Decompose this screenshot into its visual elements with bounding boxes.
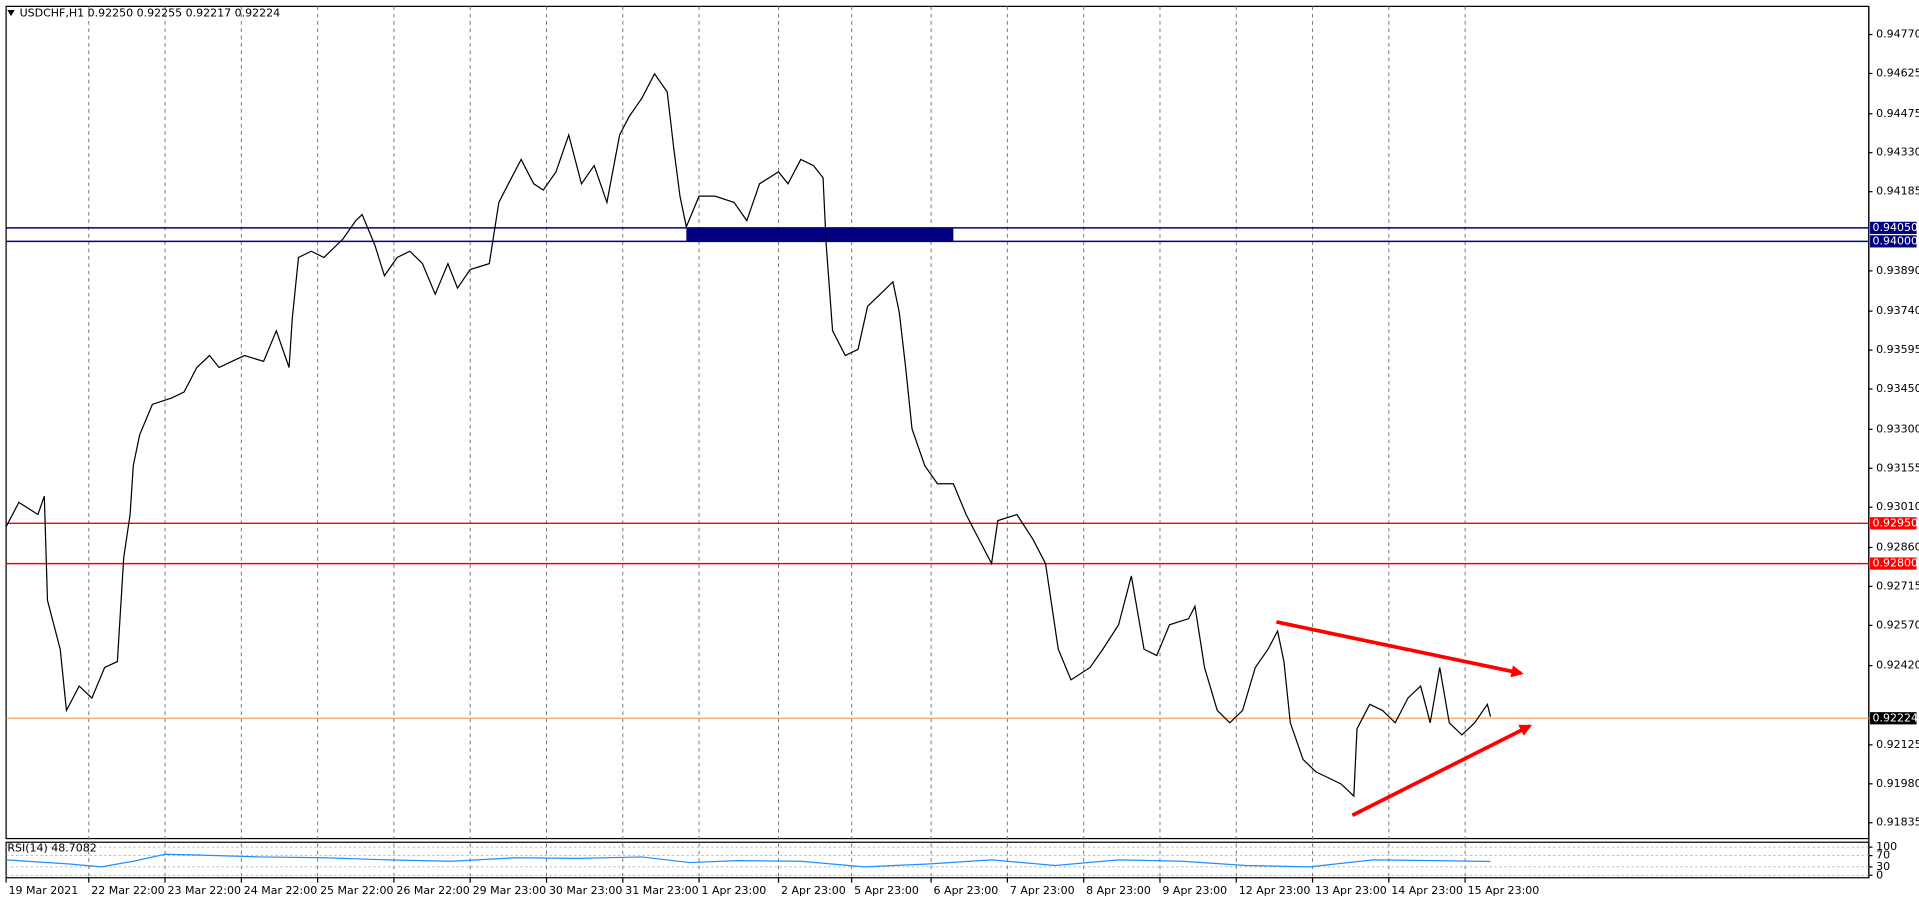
y-tick-label: 0.93450 (1876, 382, 1919, 395)
x-tick-label: 26 Mar 22:00 (396, 884, 469, 897)
x-tick-label: 31 Mar 23:00 (625, 884, 698, 897)
x-tick-label: 24 Mar 22:00 (244, 884, 317, 897)
y-tick-label: 0.94475 (1876, 107, 1919, 120)
y-tick-label: 0.93740 (1876, 304, 1919, 317)
x-tick-label: 6 Apr 23:00 (934, 884, 999, 897)
current-price-label: 0.92224 (1872, 711, 1918, 724)
y-tick-label: 0.91835 (1876, 816, 1919, 829)
level-label-bg (1870, 235, 1917, 248)
collapse-icon (7, 10, 15, 17)
x-tick-label: 1 Apr 23:00 (702, 884, 767, 897)
level-label: 0.94000 (1872, 234, 1918, 247)
y-tick-label: 0.92570 (1876, 618, 1919, 631)
x-tick-label: 8 Apr 23:00 (1086, 884, 1151, 897)
level-label: 0.92800 (1872, 557, 1918, 570)
trend-arrow (1351, 724, 1533, 817)
y-tick-label: 0.91980 (1876, 777, 1919, 790)
trend-arrow (1276, 620, 1524, 678)
x-tick-label: 23 Mar 22:00 (168, 884, 241, 897)
y-tick-label: 0.94770 (1876, 28, 1919, 41)
x-tick-label: 19 Mar 2021 (9, 884, 79, 897)
x-tick-label: 15 Apr 23:00 (1468, 884, 1540, 897)
x-tick-label: 30 Mar 23:00 (549, 884, 622, 897)
x-tick-label: 13 Apr 23:00 (1315, 884, 1387, 897)
price-line (5, 72, 1492, 798)
level-label-bg (1870, 557, 1917, 570)
level-label-bg (1870, 517, 1917, 530)
x-tick-label: 2 Apr 23:00 (781, 884, 846, 897)
zone (686, 227, 954, 242)
x-tick-label: 14 Apr 23:00 (1391, 884, 1463, 897)
y-tick-label: 0.92860 (1876, 540, 1919, 553)
level-label: 0.94050 (1872, 221, 1918, 234)
y-tick-label: 0.93010 (1876, 500, 1919, 513)
price-line (6, 853, 1491, 868)
y-tick-label: 0.93890 (1876, 264, 1919, 277)
y-tick-label: 0.94330 (1876, 146, 1919, 159)
y-tick-label: 0.92715 (1876, 579, 1919, 592)
x-tick-label: 7 Apr 23:00 (1010, 884, 1075, 897)
y-tick-label: 70 (1876, 849, 1890, 862)
y-tick-label: 0.92125 (1876, 738, 1919, 751)
rsi-title: RSI(14) 48.7082 (7, 841, 96, 854)
x-tick-label: 9 Apr 23:00 (1162, 884, 1227, 897)
x-tick-label: 29 Mar 23:00 (473, 884, 546, 897)
y-tick-label: 0.93595 (1876, 343, 1919, 356)
y-tick-label: 30 (1876, 860, 1890, 873)
y-tick-label: 0.94185 (1876, 185, 1919, 198)
y-tick-label: 0.92420 (1876, 659, 1919, 672)
main-frame (5, 5, 1870, 840)
level-label-bg (1870, 221, 1917, 235)
x-tick-label: 12 Apr 23:00 (1239, 884, 1311, 897)
current-price-bg (1870, 712, 1917, 725)
x-tick-label: 22 Mar 22:00 (91, 884, 164, 897)
y-tick-label: 0 (1876, 868, 1883, 881)
x-tick-label: 5 Apr 23:00 (854, 884, 919, 897)
x-tick-label: 25 Mar 22:00 (320, 884, 393, 897)
level-label: 0.92950 (1872, 516, 1918, 529)
y-tick-label: 0.93155 (1876, 461, 1919, 474)
y-tick-label: 100 (1876, 840, 1897, 853)
chart-title: USDCHF,H1 0.92250 0.92255 0.92217 0.9222… (20, 7, 281, 20)
y-tick-label: 0.93300 (1876, 422, 1919, 435)
rsi-frame (5, 841, 1870, 879)
y-tick-label: 0.94625 (1876, 66, 1919, 79)
